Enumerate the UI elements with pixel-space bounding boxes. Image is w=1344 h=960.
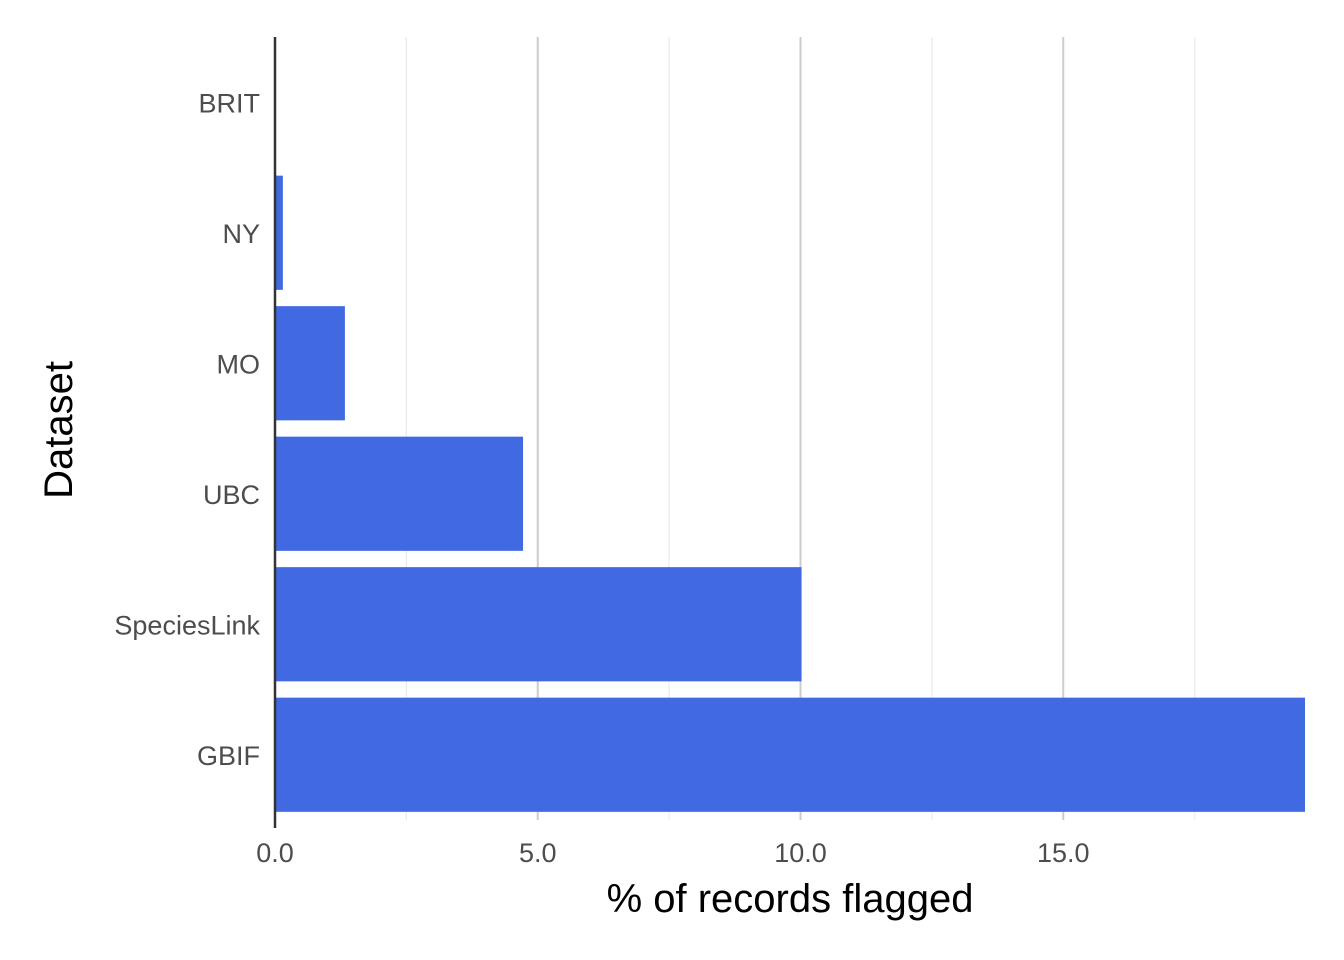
y-tick-label: UBC [203,480,260,510]
x-tick-label: 0.0 [256,838,294,868]
x-tick-label: 10.0 [774,838,827,868]
y-tick-label: SpeciesLink [114,610,260,640]
bar-ny [275,175,283,290]
y-tick-label: BRIT [198,88,260,118]
bar-mo [275,306,345,421]
y-tick-labels: BRIT NY MO UBC SpeciesLink GBIF [114,88,260,771]
x-axis-title: % of records flagged [607,877,974,921]
bar-ubc [275,436,524,551]
y-tick-label: MO [217,349,261,379]
x-tick-label: 15.0 [1037,838,1090,868]
y-axis-title: Dataset [37,361,81,499]
x-tick-label: 5.0 [519,838,557,868]
bar-gbif [275,697,1305,812]
bars-group [275,175,1305,812]
y-tick-label: NY [222,219,260,249]
bar-specieslink [275,567,802,682]
y-tick-label: GBIF [197,741,260,771]
gridlines [405,37,1196,820]
x-tick-labels: 0.0 5.0 10.0 15.0 [256,838,1089,868]
